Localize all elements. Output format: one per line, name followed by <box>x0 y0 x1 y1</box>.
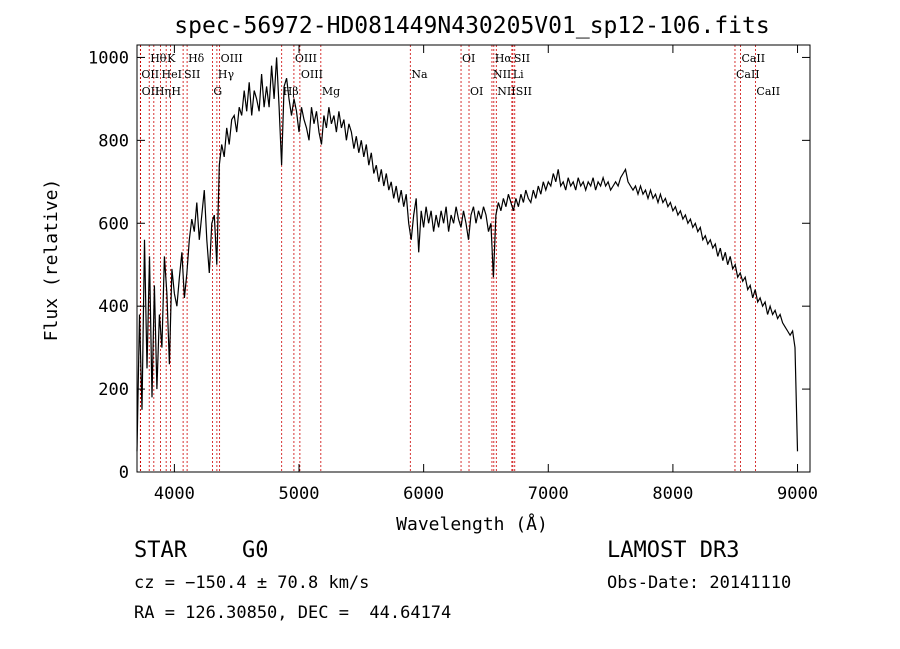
marker-label-19: Hα <box>495 52 513 65</box>
line-markers <box>139 45 756 472</box>
chart-title: spec-56972-HD081449N430205V01_sp12-106.f… <box>174 13 769 39</box>
y-tick-label-0: 0 <box>119 463 129 483</box>
y-axis-label: Flux (relative) <box>41 179 62 342</box>
marker-label-16: Na <box>411 68 428 81</box>
marker-label-22: SII <box>514 52 530 65</box>
marker-label-2: OII <box>142 85 160 98</box>
y-tick-label-5: 1000 <box>88 48 129 68</box>
marker-label-18: OI <box>470 85 483 98</box>
marker-label-4: H <box>171 85 181 98</box>
y-tick-label-2: 400 <box>98 297 129 317</box>
marker-label-7: SII <box>184 68 200 81</box>
y-tick-label-1: 200 <box>98 380 129 400</box>
marker-label-20: NII <box>493 68 511 81</box>
redshift-velocity: cz = −150.4 ± 70.8 km/s <box>134 573 370 593</box>
marker-label-5: HeI <box>162 68 182 81</box>
marker-label-0: Hθ <box>150 52 167 65</box>
y-tick-label-4: 800 <box>98 131 129 151</box>
marker-label-25: CaII <box>736 68 760 81</box>
marker-label-8: Hδ <box>188 52 205 65</box>
plot-frame <box>136 44 811 473</box>
marker-label-6: Hη <box>155 85 171 98</box>
observation-date: Obs-Date: 20141110 <box>607 573 792 593</box>
x-tick-label-3: 7000 <box>528 484 569 504</box>
marker-label-1: OII <box>141 68 159 81</box>
object-class: STAR <box>134 538 187 563</box>
marker-label-15: Mg <box>322 85 340 98</box>
marker-label-27: CaII <box>756 85 780 98</box>
x-tick-label-2: 6000 <box>403 484 444 504</box>
marker-label-24: SII <box>516 85 532 98</box>
y-axis-ticks: 0 200 400 600 800 1000 <box>88 48 810 483</box>
marker-label-26: CaII <box>741 52 765 65</box>
marker-label-12: Hβ <box>283 85 299 98</box>
x-tick-label-5: 9000 <box>777 484 818 504</box>
x-axis-label: Wavelength (Å) <box>396 513 548 535</box>
survey-name: LAMOST DR3 <box>607 538 740 563</box>
marker-label-17: OI <box>462 52 475 65</box>
y-tick-label-3: 600 <box>98 214 129 234</box>
marker-label-3: K <box>167 52 176 65</box>
x-axis-ticks: 4000 5000 6000 7000 8000 9000 <box>154 45 818 504</box>
marker-label-9: OIII <box>221 52 243 65</box>
x-tick-label-4: 8000 <box>652 484 693 504</box>
marker-label-13: OIII <box>295 52 317 65</box>
ra-dec-coordinates: RA = 126.30850, DEC = 44.64174 <box>134 603 452 623</box>
marker-label-21: NII <box>497 85 515 98</box>
marker-label-23: Li <box>513 68 524 81</box>
marker-label-10: Hγ <box>218 68 235 81</box>
marker-label-11: G <box>213 85 222 98</box>
marker-label-14: OIII <box>301 68 323 81</box>
object-subclass: G0 <box>242 538 269 563</box>
x-tick-label-0: 4000 <box>154 484 195 504</box>
x-tick-label-1: 5000 <box>279 484 320 504</box>
spectrum-line <box>136 57 799 452</box>
